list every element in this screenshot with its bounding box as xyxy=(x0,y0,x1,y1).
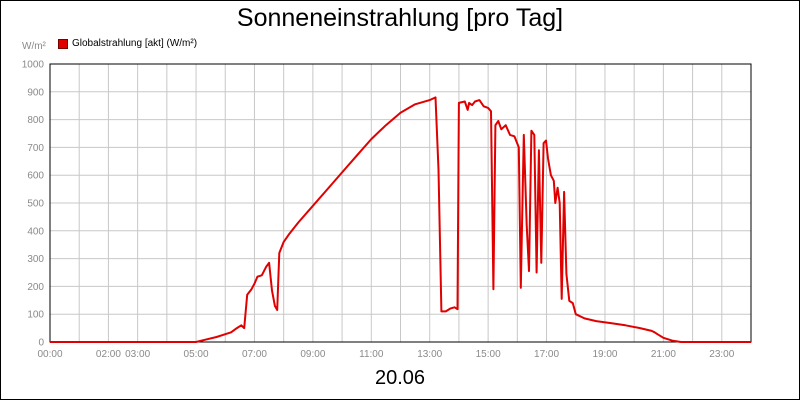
y-tick-label: 800 xyxy=(27,115,44,126)
y-tick-label: 900 xyxy=(27,87,44,98)
series-line-globalstrahlung xyxy=(50,96,751,343)
x-tick-label: 21:00 xyxy=(651,349,676,360)
legend: Globalstrahlung [akt] (W/m²) xyxy=(58,38,197,49)
x-tick-label: 09:00 xyxy=(300,349,325,360)
x-tick-label: 00:00 xyxy=(37,349,62,360)
x-tick-label: 15:00 xyxy=(476,349,501,360)
x-tick-label: 23:00 xyxy=(709,349,734,360)
y-tick-label: 600 xyxy=(27,171,44,182)
x-tick-label: 05:00 xyxy=(184,349,209,360)
y-tick-label: 100 xyxy=(27,310,44,321)
y-tick-label: 500 xyxy=(27,199,44,210)
legend-swatch xyxy=(58,38,68,49)
y-axis-unit-label: W/m² xyxy=(22,41,46,52)
y-tick-label: 200 xyxy=(27,282,44,293)
y-tick-label: 400 xyxy=(27,226,44,237)
x-tick-label: 17:00 xyxy=(534,349,559,360)
y-tick-label: 1000 xyxy=(22,60,45,71)
x-tick-label: 11:00 xyxy=(359,349,384,360)
x-tick-label: 13:00 xyxy=(417,349,442,360)
y-tick-label: 0 xyxy=(38,338,44,349)
x-tick-label: 02:00 xyxy=(96,349,121,360)
chart-title: Sonneneinstrahlung [pro Tag] xyxy=(236,4,564,32)
x-tick-label: 03:00 xyxy=(125,349,150,360)
date-label: 20.06 xyxy=(374,367,426,389)
y-tick-label: 300 xyxy=(27,254,44,265)
legend-label: Globalstrahlung [akt] (W/m²) xyxy=(72,38,198,49)
x-tick-label: 19:00 xyxy=(592,349,617,360)
x-tick-label: 07:00 xyxy=(242,349,267,360)
plot-border xyxy=(49,63,752,343)
y-tick-label: 700 xyxy=(27,143,44,154)
